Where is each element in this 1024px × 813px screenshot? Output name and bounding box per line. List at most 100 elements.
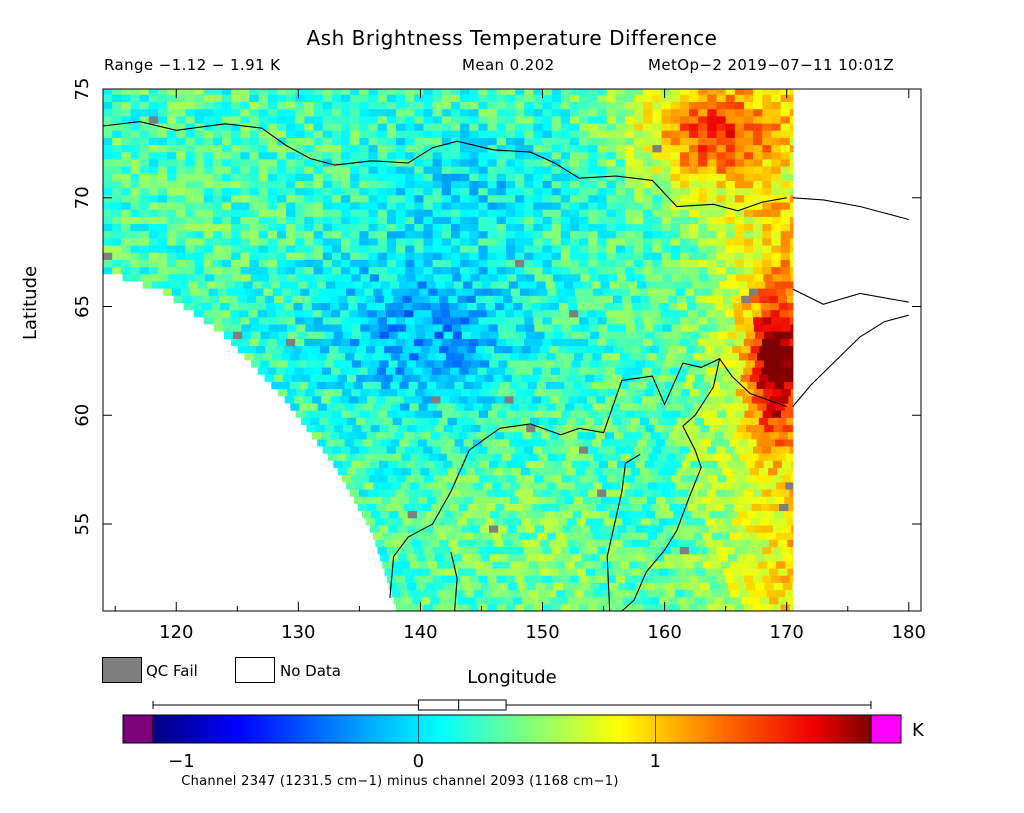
heatmap-cell <box>574 532 585 540</box>
heatmap-cell <box>647 589 658 598</box>
heatmap-cell <box>441 115 452 124</box>
heatmap-cell <box>748 352 758 361</box>
heatmap-cell <box>672 359 683 368</box>
heatmap-cell <box>445 352 456 361</box>
heatmap-cell <box>418 589 429 598</box>
heatmap-cell <box>522 302 533 311</box>
heatmap-cell <box>388 524 399 533</box>
heatmap-cell <box>573 438 584 447</box>
heatmap-cell <box>403 395 414 404</box>
heatmap-cell <box>505 108 516 117</box>
heatmap-cell <box>551 244 562 253</box>
heatmap-cell <box>707 237 718 246</box>
heatmap-cell <box>762 166 773 174</box>
heatmap-cell <box>393 596 404 605</box>
heatmap-cell <box>231 180 241 189</box>
heatmap-cell <box>762 187 773 196</box>
heatmap-cell <box>676 467 687 476</box>
heatmap-cell <box>409 532 420 540</box>
heatmap-cell <box>579 166 589 174</box>
heatmap-cell <box>479 474 489 483</box>
heatmap-cell <box>267 237 278 246</box>
x-tick-label: 140 <box>403 622 437 643</box>
heatmap-cell <box>415 460 426 469</box>
heatmap-cell <box>478 73 488 81</box>
heatmap-cell <box>765 381 776 390</box>
heatmap-cell <box>412 302 423 311</box>
heatmap-cell <box>322 209 333 217</box>
heatmap-cell <box>432 158 443 167</box>
heatmap-cell <box>384 345 394 354</box>
heatmap-cell <box>231 89 241 95</box>
heatmap-cell <box>267 338 278 347</box>
heatmap-cell <box>601 532 612 540</box>
heatmap-cell <box>629 352 639 361</box>
heatmap-cell <box>311 345 321 354</box>
heatmap-cell <box>652 194 663 203</box>
heatmap-cell <box>167 237 177 246</box>
heatmap-cell <box>679 338 690 347</box>
heatmap-cell <box>249 338 260 347</box>
heatmap-cell <box>579 180 589 189</box>
heatmap-cell <box>665 438 675 447</box>
heatmap-cell <box>423 338 434 347</box>
heatmap-cell <box>377 223 388 232</box>
heatmap-cell <box>505 266 516 275</box>
heatmap-cell <box>185 144 196 153</box>
heatmap-cell <box>572 510 583 519</box>
heatmap-cell <box>450 489 461 497</box>
heatmap-cell <box>531 567 541 576</box>
heatmap-cell <box>606 108 617 117</box>
heatmap-cell <box>499 582 509 591</box>
heatmap-cell <box>176 144 187 153</box>
heatmap-cell <box>789 237 794 246</box>
heatmap-cell <box>485 567 495 576</box>
heatmap-cell <box>505 209 516 217</box>
heatmap-cell <box>416 359 426 368</box>
heatmap-cell <box>599 359 609 368</box>
heatmap-cell <box>784 496 794 504</box>
heatmap-cell <box>606 130 617 138</box>
heatmap-cell <box>304 130 315 138</box>
heatmap-cell <box>650 431 661 440</box>
heatmap-cell <box>512 345 523 354</box>
heatmap-cell <box>565 560 576 569</box>
heatmap-cell <box>762 122 773 131</box>
heatmap-cell <box>681 424 692 433</box>
heatmap-cell <box>310 417 321 425</box>
heatmap-cell <box>167 115 177 124</box>
heatmap-cell <box>545 510 555 519</box>
heatmap-cell <box>600 381 611 390</box>
heatmap-cell <box>321 309 332 318</box>
heatmap-cell <box>668 596 679 605</box>
heatmap-cell <box>451 94 461 102</box>
heatmap-cell <box>588 445 598 454</box>
heatmap-cell <box>652 94 663 102</box>
heatmap-cell <box>695 567 706 576</box>
heatmap-cell <box>313 216 324 224</box>
heatmap-cell <box>789 209 794 217</box>
heatmap-cell <box>507 273 517 282</box>
heatmap-cell <box>745 460 756 469</box>
heatmap-cell <box>698 575 708 583</box>
heatmap-cell <box>648 481 658 490</box>
heatmap-cell <box>551 122 562 131</box>
heatmap-cell <box>378 474 389 483</box>
heatmap-cell <box>267 230 278 239</box>
heatmap-cell <box>592 352 603 361</box>
heatmap-cell <box>384 517 395 526</box>
heatmap-cell <box>688 367 698 375</box>
heatmap-cell <box>148 166 159 174</box>
heatmap-cell <box>735 474 746 483</box>
heatmap-cell <box>634 108 644 117</box>
heatmap-cell <box>412 395 423 404</box>
heatmap-cell <box>237 345 248 354</box>
heatmap-cell <box>391 288 402 296</box>
heatmap-cell <box>544 359 554 368</box>
heatmap-cell <box>331 237 342 246</box>
heatmap-cell <box>698 445 708 454</box>
heatmap-cell <box>707 158 718 167</box>
heatmap-cell <box>714 539 724 547</box>
heatmap-cell <box>341 144 351 153</box>
heatmap-cell <box>433 474 444 483</box>
